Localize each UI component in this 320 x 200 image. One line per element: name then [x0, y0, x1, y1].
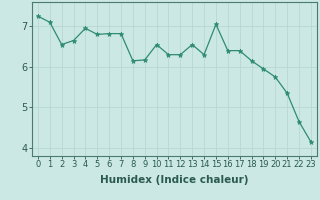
X-axis label: Humidex (Indice chaleur): Humidex (Indice chaleur) — [100, 175, 249, 185]
